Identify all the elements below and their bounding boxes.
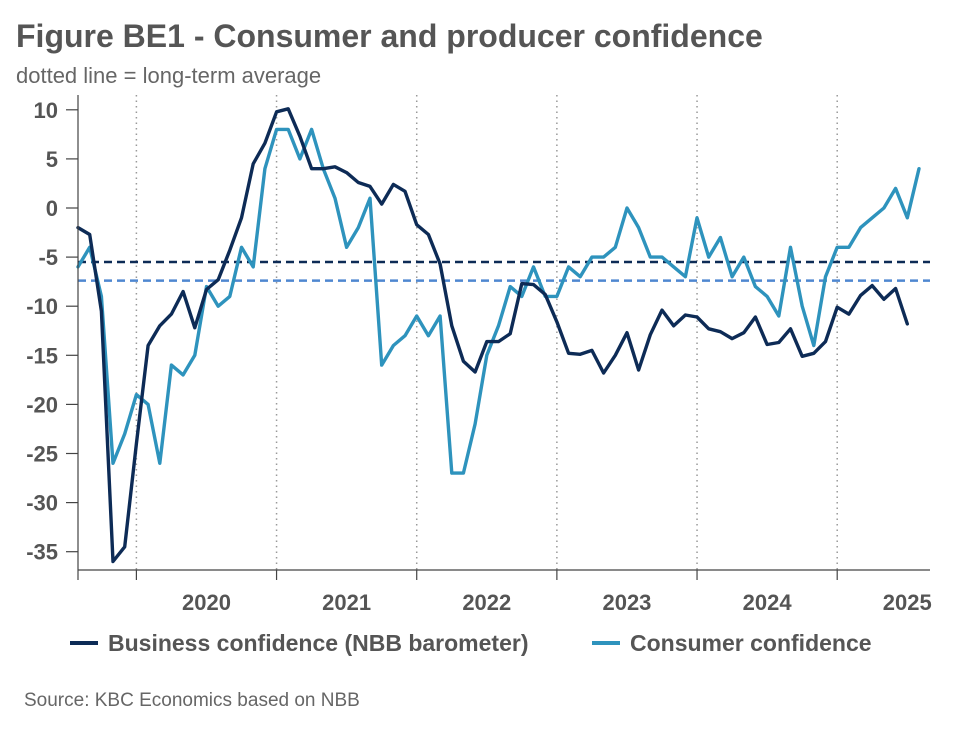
y-tick-label: -20 [26, 392, 58, 417]
source-note: Source: KBC Economics based on NBB [24, 690, 360, 711]
y-tick-label: -10 [26, 294, 58, 319]
y-tick-label: -25 [26, 442, 58, 467]
series-line-business [76, 107, 909, 564]
long-term-average-lines [78, 260, 930, 282]
x-tick-label-2025: 2025 [883, 590, 932, 615]
y-tick-label: 10 [34, 98, 58, 123]
y-tick-label: -35 [26, 540, 58, 565]
y-tick-label: -15 [26, 343, 58, 368]
legend-label-business: Business confidence (NBB barometer) [108, 630, 528, 656]
x-tick-label-2021: 2021 [322, 590, 371, 615]
x-tick-label-2020: 2020 [182, 590, 231, 615]
x-tick-label-2024: 2024 [743, 590, 793, 615]
legend-label-consumer: Consumer confidence [630, 630, 872, 656]
series-lines [76, 107, 921, 564]
y-tick-label: -5 [38, 245, 58, 270]
y-tick-label: 5 [46, 147, 58, 172]
chart-subtitle: dotted line = long-term average [16, 63, 321, 88]
legend: Business confidence (NBB barometer) Cons… [70, 630, 872, 656]
year-gridlines [135, 95, 838, 570]
chart-title: Figure BE1 - Consumer and producer confi… [16, 18, 763, 54]
y-tick-label: 0 [46, 196, 58, 221]
y-axis: 10 5 0 -5 -10 -15 -20 -25 -30 -35 [26, 98, 78, 565]
x-tick-label-2022: 2022 [462, 590, 511, 615]
x-tick-label-2023: 2023 [602, 590, 651, 615]
y-tick-label: -30 [26, 491, 58, 516]
series-line-consumer [76, 127, 921, 475]
x-axis: 2020 2021 2022 2023 2024 2025 [77, 95, 932, 615]
